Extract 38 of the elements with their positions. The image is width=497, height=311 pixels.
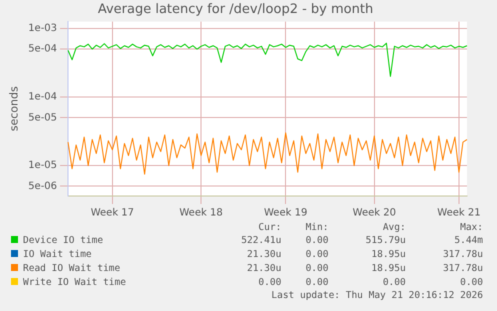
y-tick-label: 1e-03 [28, 23, 58, 34]
text: 0.00 [382, 276, 407, 290]
text: 0.00 [257, 276, 282, 290]
text: 522.41u [240, 234, 282, 248]
chart-title: Average latency for /dev/loop2 - by month [98, 2, 374, 18]
text: 21.30u [246, 262, 282, 276]
x-tick-label: Week 20 [352, 208, 396, 219]
text: 21.30u [246, 248, 282, 262]
y-tick-label: 5e-06 [28, 180, 58, 192]
legend-label: Write IO Wait time [22, 276, 127, 290]
x-tick-label: Week 21 [437, 208, 481, 219]
y-axis-title: seconds [7, 86, 20, 132]
text: Last update: Thu May 21 20:16:12 2026 [270, 290, 484, 302]
text: 0.00 [304, 262, 330, 276]
text: Max: [459, 222, 484, 234]
text: 0.00 [304, 248, 330, 262]
text: 5.44m [453, 234, 484, 248]
y-tick-label: 1e-05 [28, 160, 58, 172]
x-tick-label: Week 19 [264, 208, 308, 219]
text: 18.95u [370, 248, 407, 262]
text: Avg: [382, 222, 407, 234]
y-tick-label: 1e-04 [28, 92, 58, 103]
y-tick-label: 5e-05 [28, 112, 58, 124]
text: 317.78u [442, 262, 484, 276]
x-tick-label: Week 17 [90, 208, 134, 219]
legend-label: Device IO time [22, 234, 104, 248]
legend-label: IO Wait time [22, 248, 93, 262]
legend-label: Read IO Wait time [22, 262, 122, 276]
text: Cur: [257, 222, 282, 234]
text: 317.78u [442, 248, 484, 262]
x-tick-label: Week 18 [179, 208, 223, 219]
text: 18.95u [370, 262, 407, 276]
y-tick-label: 5e-04 [28, 44, 58, 55]
text: 0.00 [459, 276, 484, 290]
text: 515.79u [364, 234, 407, 248]
text: 0.00 [304, 234, 330, 248]
text: 0.00 [304, 276, 330, 290]
text: Min: [304, 222, 330, 234]
